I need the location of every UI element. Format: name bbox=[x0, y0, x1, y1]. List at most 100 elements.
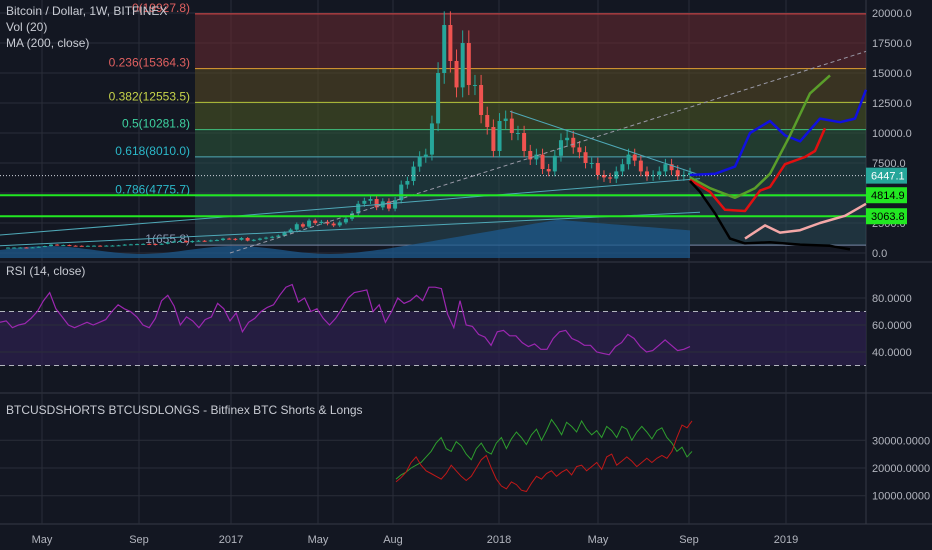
candle-body bbox=[239, 238, 244, 240]
candle-body bbox=[264, 237, 269, 239]
shorts-longs-axis-tick: 10000.0000 bbox=[872, 491, 930, 503]
time-axis-tick: May bbox=[588, 534, 609, 546]
candle-body bbox=[49, 244, 54, 247]
candle-body bbox=[6, 247, 10, 249]
candle-body bbox=[503, 118, 508, 121]
fib-level-label: 0.786(4775.7) bbox=[115, 183, 190, 197]
candle-body bbox=[12, 247, 17, 249]
candle-body bbox=[104, 245, 109, 247]
fib-level-label: 0.5(10281.8) bbox=[122, 117, 190, 131]
shorts-longs-axis-tick: 20000.0000 bbox=[872, 463, 930, 475]
candle-body bbox=[282, 232, 287, 236]
candle-body bbox=[18, 247, 23, 249]
candle-body bbox=[110, 245, 115, 247]
candle-body bbox=[288, 229, 293, 233]
candle-body bbox=[337, 222, 342, 226]
candle-body bbox=[405, 181, 410, 185]
candle-body bbox=[227, 238, 232, 240]
candle-body bbox=[638, 160, 643, 172]
candle-body bbox=[528, 151, 533, 160]
candle-body bbox=[534, 154, 539, 160]
candle-body bbox=[583, 152, 588, 163]
candle-body bbox=[153, 244, 158, 245]
candle-body bbox=[190, 241, 195, 243]
candle-body bbox=[651, 175, 656, 177]
volume-area bbox=[0, 219, 690, 258]
fib-level-label: 1(655.8) bbox=[145, 232, 190, 246]
candle-body bbox=[251, 239, 256, 241]
candle-body bbox=[202, 240, 207, 242]
price-axis-tick: 7500.0 bbox=[872, 158, 906, 170]
candle-body bbox=[67, 245, 72, 247]
candle-body bbox=[393, 200, 398, 209]
candle-body bbox=[61, 245, 66, 247]
dashed-trend-line bbox=[229, 50, 867, 254]
candle-body bbox=[294, 224, 299, 230]
chart-title: Bitcoin / Dollar, 1W, BITFINEX bbox=[6, 4, 168, 18]
candle-body bbox=[620, 164, 625, 172]
longs-line bbox=[395, 418, 693, 480]
candle-body bbox=[429, 123, 434, 155]
candle-body bbox=[85, 245, 90, 247]
candle-body bbox=[313, 220, 318, 223]
time-axis-tick: 2018 bbox=[487, 534, 511, 546]
candle-body bbox=[399, 184, 404, 201]
fib-zone bbox=[195, 13, 866, 69]
ascending-trend-line bbox=[0, 178, 701, 236]
time-axis-tick: May bbox=[308, 534, 329, 546]
candle-body bbox=[128, 244, 133, 246]
candle-body bbox=[79, 245, 84, 247]
candle-body bbox=[632, 154, 637, 161]
projection-pink-line bbox=[744, 202, 867, 240]
candle-body bbox=[356, 203, 361, 214]
candle-body bbox=[485, 115, 490, 127]
fib-zone bbox=[195, 68, 866, 103]
price-badge bbox=[866, 208, 907, 225]
time-axis-tick: Sep bbox=[129, 534, 149, 546]
candle-body bbox=[135, 244, 140, 246]
candle-body bbox=[411, 166, 416, 181]
candle-body bbox=[36, 246, 41, 248]
candle-body bbox=[448, 25, 453, 61]
candle-body bbox=[184, 241, 189, 243]
candle-body bbox=[147, 243, 152, 245]
candle-body bbox=[55, 244, 60, 246]
moving-average-label: MA (200, close) bbox=[6, 36, 90, 50]
candle-body bbox=[423, 154, 428, 157]
candle-body bbox=[116, 245, 121, 247]
descending-trend-line bbox=[509, 110, 701, 176]
candle-body bbox=[454, 61, 459, 88]
time-axis-tick: 2017 bbox=[219, 534, 243, 546]
candle-body bbox=[208, 240, 213, 242]
time-axis-tick: Sep bbox=[679, 534, 699, 546]
candle-body bbox=[595, 163, 600, 175]
candle-body bbox=[178, 241, 183, 242]
candle-body bbox=[30, 247, 35, 249]
candle-body bbox=[300, 224, 305, 227]
candle-body bbox=[460, 43, 465, 88]
fib-level-label: 0.236(15364.3) bbox=[109, 56, 190, 70]
price-badge-label: 3063.8 bbox=[871, 211, 905, 223]
candle-body bbox=[644, 171, 649, 177]
candle-body bbox=[73, 245, 78, 247]
candle-body bbox=[196, 240, 201, 242]
candle-body bbox=[42, 246, 47, 248]
projection-red-line bbox=[689, 127, 827, 213]
candle-body bbox=[479, 85, 484, 115]
candle-body bbox=[165, 242, 170, 244]
shorts-longs-indicator-label: BTCUSDSHORTS BTCUSDLONGS - Bitfinex BTC … bbox=[6, 403, 363, 417]
candle-body bbox=[362, 200, 367, 204]
candle-body bbox=[497, 121, 502, 151]
volume-indicator-label: Vol (20) bbox=[6, 20, 48, 34]
candle-body bbox=[546, 169, 551, 172]
candle-body bbox=[221, 238, 226, 241]
candle-body bbox=[307, 220, 312, 227]
candle-body bbox=[374, 199, 379, 208]
candle-body bbox=[270, 236, 275, 238]
rsi-axis-tick: 40.0000 bbox=[872, 347, 912, 359]
shorts-longs-axis-tick: 30000.0000 bbox=[872, 435, 930, 447]
candle-body bbox=[368, 199, 373, 201]
rsi-axis-tick: 60.0000 bbox=[872, 320, 912, 332]
candle-body bbox=[681, 175, 686, 177]
